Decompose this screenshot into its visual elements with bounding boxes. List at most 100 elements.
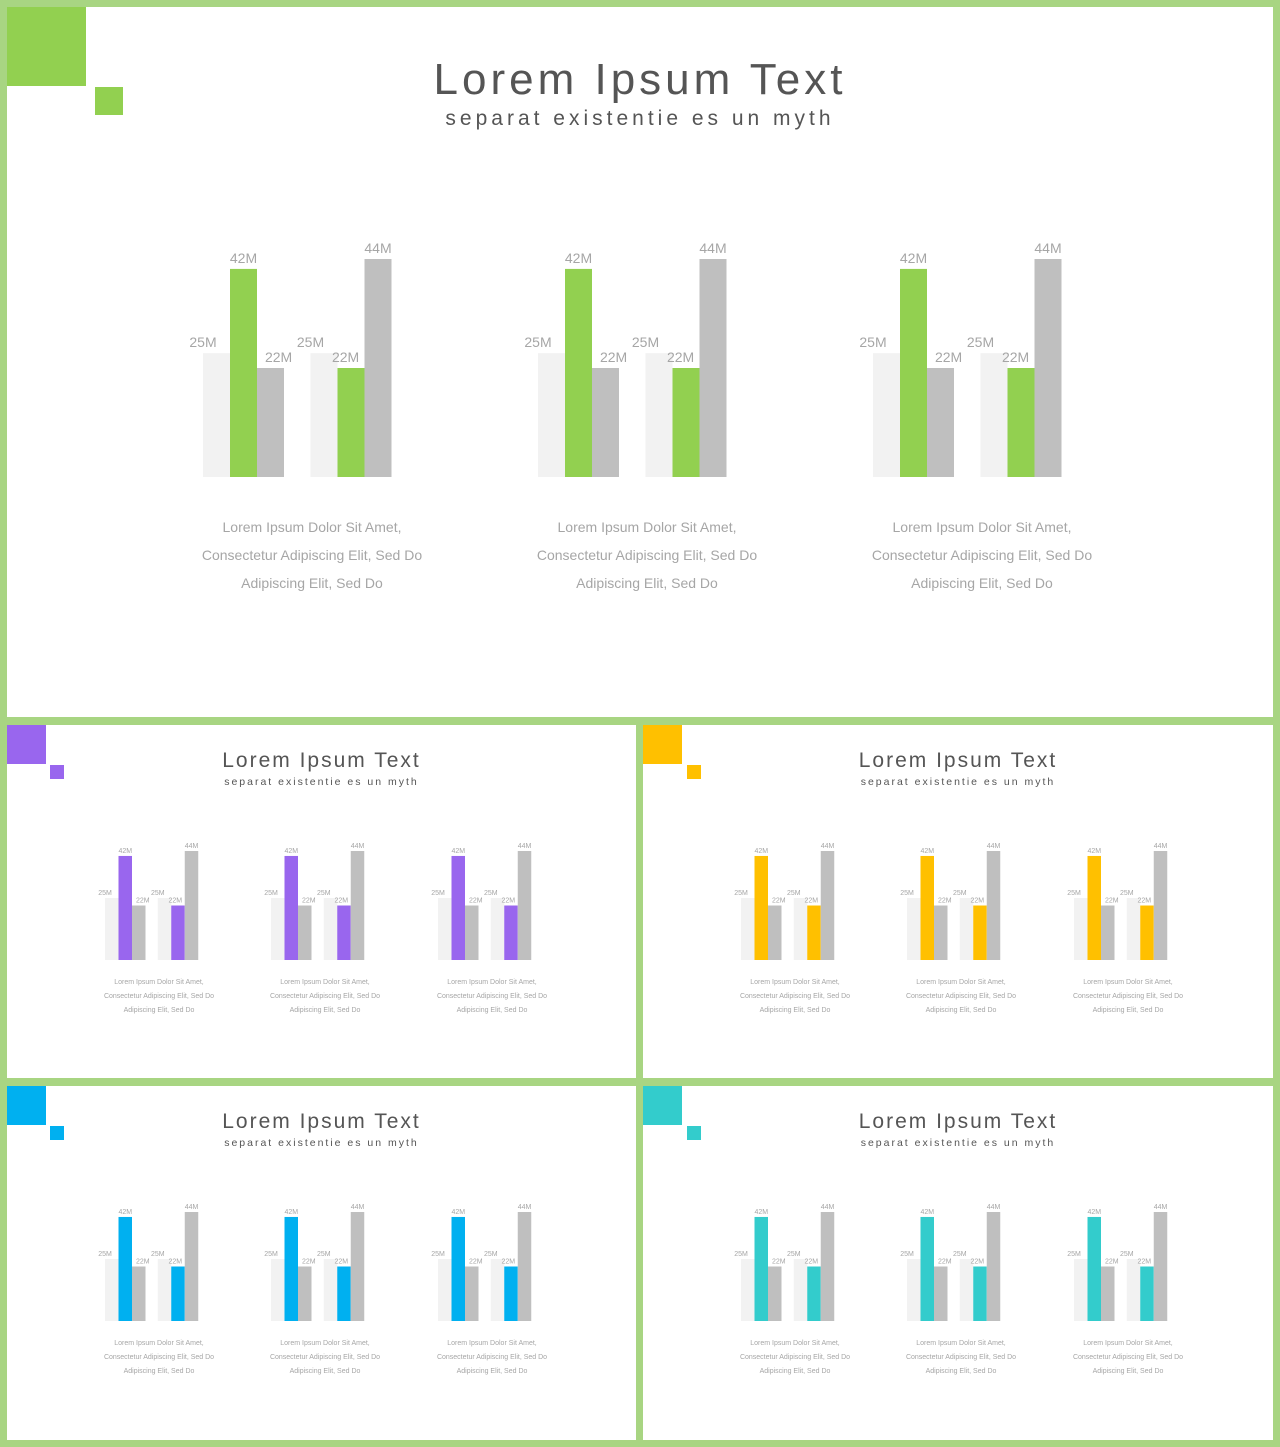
bar-light [105, 1259, 119, 1321]
deco-square-large [7, 7, 86, 86]
bar-light [157, 1259, 172, 1321]
bar-light [438, 898, 452, 960]
bar-gray [465, 1266, 479, 1321]
deco-square-small [50, 765, 64, 779]
caption-line: Consectetur Adipiscing Elit, Sed Do [269, 1354, 381, 1361]
bar-gray [768, 905, 782, 960]
bar-value-label: 44M [364, 240, 391, 256]
bar-value-label: 44M [987, 843, 1001, 850]
bar-accent [754, 1216, 768, 1321]
bar-value-label: 22M [804, 898, 818, 905]
bar-value-label: 44M [185, 843, 199, 850]
bar-light [105, 898, 119, 960]
bar-value-label: 22M [1002, 349, 1029, 365]
group-caption: Lorem Ipsum Dolor Sit Amet, Consectetur A… [89, 1337, 229, 1379]
caption-line: Adipiscing Elit, Sed Do [576, 575, 718, 591]
bar-value-label: 25M [151, 1251, 165, 1258]
bar-accent [451, 1216, 465, 1321]
bar-value-label: 22M [935, 349, 962, 365]
caption-line: Consectetur Adipiscing Elit, Sed Do [436, 993, 548, 1000]
bar-value-label: 42M [451, 848, 465, 855]
slide-title: Lorem Ipsum Text [222, 749, 421, 772]
bar-accent [337, 905, 351, 960]
bar-gray [1153, 851, 1168, 960]
bar-value-label: 42M [900, 250, 927, 266]
bar-value-label: 25M [264, 890, 278, 897]
bar-value-label: 44M [1034, 240, 1061, 256]
bar-gray [927, 368, 954, 477]
slide-title: Lorem Ipsum Text [858, 1110, 1058, 1133]
slide-title: Lorem Ipsum Text [858, 749, 1058, 772]
bar-value-label: 25M [264, 1251, 278, 1258]
bar-value-label: 25M [484, 1251, 498, 1258]
bar-value-label: 25M [151, 890, 165, 897]
bar-light [490, 898, 505, 960]
bar-gray [257, 368, 284, 477]
caption-line: Lorem Ipsum Dolor Sit Amet, [1083, 1340, 1173, 1347]
caption-line: Adipiscing Elit, Sed Do [1092, 1007, 1164, 1014]
bar-value-label: 25M [900, 890, 914, 897]
bar-accent [230, 268, 257, 477]
deco-square-small [687, 765, 701, 779]
bar-value-label: 25M [1067, 890, 1081, 897]
bar-accent [1007, 368, 1035, 477]
deco-square-large [643, 725, 682, 764]
caption-line: Adipiscing Elit, Sed Do [241, 575, 383, 591]
bar-value-label: 44M [351, 843, 365, 850]
caption-line: Lorem Ipsum Dolor Sit Amet, [750, 1340, 840, 1347]
bar-light [271, 1259, 285, 1321]
bar-value-label: 42M [565, 250, 592, 266]
bar-value-label: 22M [501, 1259, 515, 1266]
bar-gray [517, 1212, 532, 1321]
group-caption: Lorem Ipsum Dolor Sit Amet, Consectetur A… [255, 1337, 395, 1379]
slide-subtitle: separat existentie es un myth [224, 776, 419, 788]
group-caption: Lorem Ipsum Dolor Sit Amet, Consectetur A… [891, 1337, 1031, 1379]
bar-value-label: 22M [667, 349, 694, 365]
bar-value-label: 22M [501, 898, 515, 905]
bar-value-label: 22M [1105, 1259, 1119, 1266]
bar-value-label: 22M [136, 1259, 150, 1266]
bar-accent [284, 1216, 298, 1321]
deco-square-small [50, 1126, 64, 1140]
bar-value-label: 42M [920, 1209, 934, 1216]
bar-value-label: 22M [772, 1259, 786, 1266]
bar-value-label: 42M [754, 848, 768, 855]
bar-accent [920, 1216, 934, 1321]
bar-value-label: 25M [189, 334, 216, 350]
bar-gray [184, 1212, 199, 1321]
caption-line: Lorem Ipsum Dolor Sit Amet, [557, 519, 737, 535]
caption-line: Lorem Ipsum Dolor Sit Amet, [222, 519, 402, 535]
bar-value-label: 44M [821, 843, 835, 850]
bar-value-label: 44M [185, 1204, 199, 1211]
group-caption: Lorem Ipsum Dolor Sit Amet, Consectetur A… [507, 513, 787, 597]
caption-line: Adipiscing Elit, Sed Do [456, 1368, 528, 1375]
bar-light [1074, 898, 1088, 960]
group-caption: Lorem Ipsum Dolor Sit Amet, Consectetur A… [422, 976, 562, 1018]
bar-value-label: 42M [1087, 1209, 1101, 1216]
bar-accent [284, 855, 298, 960]
bar-accent [973, 905, 987, 960]
bar-value-label: 22M [600, 349, 627, 365]
caption-line: Consectetur Adipiscing Elit, Sed Do [739, 993, 851, 1000]
caption-line: Lorem Ipsum Dolor Sit Amet, [750, 979, 840, 986]
bar-value-label: 22M [772, 898, 786, 905]
bar-accent [900, 268, 927, 477]
caption-line: Adipiscing Elit, Sed Do [289, 1368, 361, 1375]
group-caption: Lorem Ipsum Dolor Sit Amet, Consectetur A… [891, 976, 1031, 1018]
caption-line: Consectetur Adipiscing Elit, Sed Do [871, 547, 1093, 563]
bar-value-label: 22M [970, 898, 984, 905]
slide-main: Lorem Ipsum Text separat existentie es u… [7, 7, 1273, 717]
bar-value-label: 25M [98, 890, 112, 897]
bar-light [323, 898, 338, 960]
bar-gray [1101, 1266, 1115, 1321]
bar-gray [350, 1212, 365, 1321]
bar-gray [768, 1266, 782, 1321]
caption-line: Adipiscing Elit, Sed Do [759, 1007, 831, 1014]
bar-value-label: 44M [1154, 1204, 1168, 1211]
bar-value-label: 42M [1087, 848, 1101, 855]
caption-line: Consectetur Adipiscing Elit, Sed Do [103, 993, 215, 1000]
bar-accent [920, 855, 934, 960]
caption-line: Lorem Ipsum Dolor Sit Amet, [916, 1340, 1006, 1347]
bar-value-label: 22M [334, 898, 348, 905]
group-caption: Lorem Ipsum Dolor Sit Amet, Consectetur A… [725, 976, 865, 1018]
